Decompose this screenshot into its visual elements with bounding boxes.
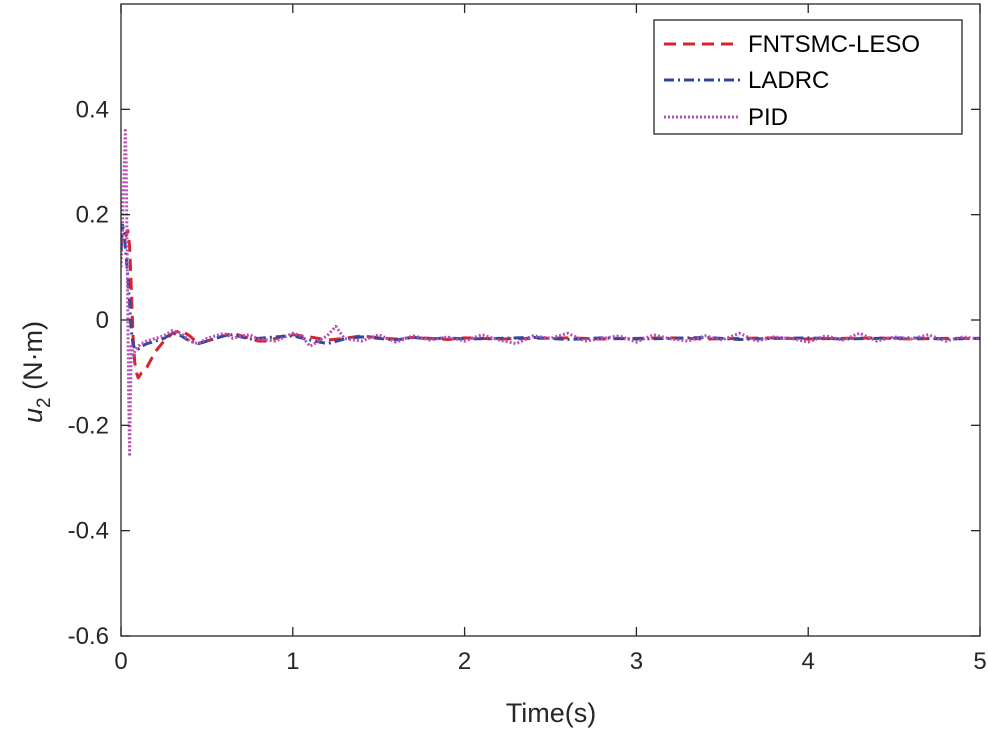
y-tick-label: -0.6 <box>68 623 109 650</box>
series-line-pid <box>121 128 980 456</box>
legend: FNTSMC-LESO LADRC PID <box>653 19 963 135</box>
legend-label-ladrc: LADRC <box>748 67 829 94</box>
legend-label-pid: PID <box>748 104 788 131</box>
legend-entry-ladrc: LADRC <box>664 67 829 94</box>
y-tick-label: -0.2 <box>68 412 109 439</box>
y-axis-label: u2 (N·m) <box>18 321 55 423</box>
y-tick-label: 0.2 <box>76 202 109 229</box>
tick-layer: 0 1 2 3 4 5 -0.6 -0.4 -0.2 0 0.2 0.4 <box>68 4 987 675</box>
y-axis-label-main: u <box>18 408 48 423</box>
legend-label-fntsmc-leso: FNTSMC-LESO <box>748 31 920 58</box>
x-tick-label: 5 <box>973 648 986 675</box>
x-tick-label: 4 <box>802 648 815 675</box>
y-tick-label: 0 <box>96 307 109 334</box>
legend-entry-fntsmc-leso: FNTSMC-LESO <box>664 31 920 58</box>
y-axis-label-sub: 2 <box>34 397 55 408</box>
y-axis-label-unit: (N·m) <box>18 321 48 397</box>
x-tick-label: 3 <box>630 648 643 675</box>
legend-entry-pid: PID <box>664 104 788 131</box>
y-tick-label: 0.4 <box>76 96 109 123</box>
legend-box <box>653 19 963 135</box>
series-layer <box>121 128 980 456</box>
x-tick-label: 1 <box>286 648 299 675</box>
x-axis-label: Time(s) <box>506 698 596 728</box>
series-line-ladrc <box>121 223 980 351</box>
x-tick-label: 0 <box>114 648 127 675</box>
x-tick-label: 2 <box>458 648 471 675</box>
y-tick-label: -0.4 <box>68 518 109 545</box>
